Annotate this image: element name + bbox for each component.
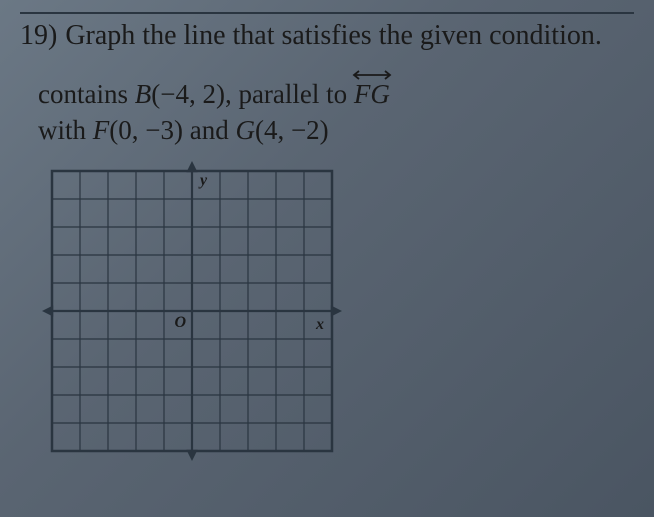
text: , parallel to — [225, 79, 354, 109]
fg-label: FG — [354, 79, 390, 109]
question-line: 19) Graph the line that satisfies the gi… — [20, 20, 634, 52]
point-f-coords: (0, −3) — [109, 115, 183, 145]
double-arrow-icon — [352, 70, 392, 80]
condition-text: contains B(−4, 2), parallel to FG with F… — [38, 76, 634, 149]
point-f-label: F — [93, 115, 110, 145]
question-prompt: Graph the line that satisfies the given … — [65, 20, 602, 52]
question-number: 19) — [20, 20, 57, 52]
condition-line-1: contains B(−4, 2), parallel to FG — [38, 76, 634, 112]
point-b-label: B — [135, 79, 152, 109]
text: contains — [38, 79, 135, 109]
svg-text:x: x — [315, 316, 324, 333]
coordinate-grid: y x O — [38, 157, 634, 465]
text: and — [183, 115, 235, 145]
condition-line-2: with F(0, −3) and G(4, −2) — [38, 112, 634, 148]
point-b-coords: (−4, 2) — [151, 79, 225, 109]
point-g-label: G — [235, 115, 255, 145]
grid-svg: y x O — [38, 157, 346, 465]
point-g-coords: (4, −2) — [255, 115, 329, 145]
svg-text:O: O — [174, 314, 186, 331]
text: with — [38, 115, 93, 145]
line-fg: FG — [354, 76, 390, 112]
svg-text:y: y — [198, 172, 208, 189]
